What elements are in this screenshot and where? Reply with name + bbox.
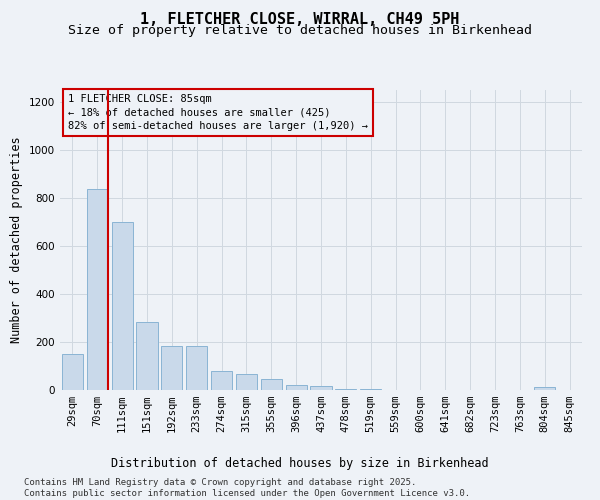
Bar [161,346,182,390]
Bar [87,189,108,390]
Bar [236,374,257,390]
Bar [186,346,207,390]
Bar [136,322,158,390]
Text: Distribution of detached houses by size in Birkenhead: Distribution of detached houses by size … [111,458,489,470]
Bar [534,387,555,390]
Text: 1, FLETCHER CLOSE, WIRRAL, CH49 5PH: 1, FLETCHER CLOSE, WIRRAL, CH49 5PH [140,12,460,28]
Text: Contains HM Land Registry data © Crown copyright and database right 2025.
Contai: Contains HM Land Registry data © Crown c… [24,478,470,498]
Bar [261,379,282,390]
Bar [310,386,332,390]
Text: Size of property relative to detached houses in Birkenhead: Size of property relative to detached ho… [68,24,532,37]
Bar [112,222,133,390]
Bar [335,389,356,390]
Bar [360,389,381,390]
Text: 1 FLETCHER CLOSE: 85sqm
← 18% of detached houses are smaller (425)
82% of semi-d: 1 FLETCHER CLOSE: 85sqm ← 18% of detache… [68,94,368,131]
Y-axis label: Number of detached properties: Number of detached properties [10,136,23,344]
Bar [286,385,307,390]
Bar [211,371,232,390]
Bar [62,354,83,390]
